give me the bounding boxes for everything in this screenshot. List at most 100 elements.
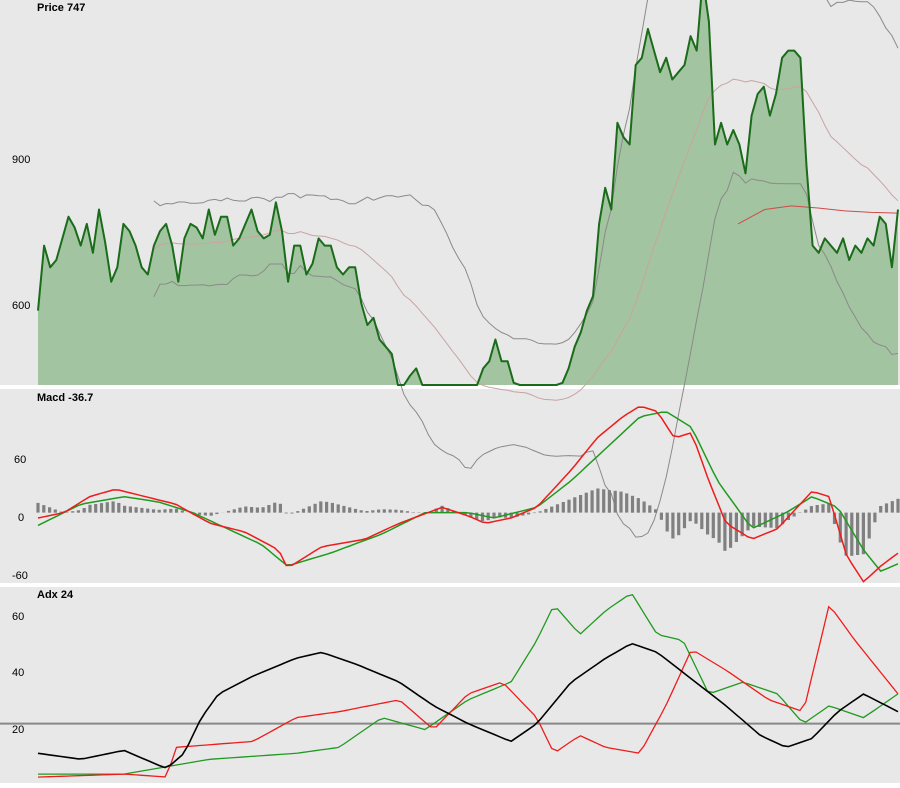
- histogram-bar: [77, 510, 80, 512]
- histogram-bar: [671, 513, 674, 539]
- histogram-bar: [169, 509, 172, 513]
- histogram-bar: [83, 508, 86, 513]
- histogram-bar: [140, 508, 143, 513]
- histogram-bar: [106, 502, 109, 512]
- histogram-bar: [383, 509, 386, 512]
- histogram-bar: [290, 513, 293, 514]
- histogram-bar: [677, 513, 680, 536]
- histogram-bar: [94, 504, 97, 513]
- histogram-bar: [556, 504, 559, 512]
- histogram-bar: [175, 509, 178, 513]
- histogram-bar: [631, 496, 634, 513]
- histogram-bar: [885, 503, 888, 512]
- histogram-bar: [643, 502, 646, 513]
- histogram-bar: [735, 513, 738, 542]
- histogram-bar: [129, 507, 132, 513]
- histogram-bar: [637, 498, 640, 513]
- histogram-bar: [244, 507, 247, 513]
- histogram-bar: [706, 513, 709, 535]
- histogram-bar: [567, 500, 570, 513]
- macd-tick-label: 0: [18, 512, 24, 524]
- histogram-bar: [406, 511, 409, 513]
- histogram-bar: [233, 509, 236, 512]
- histogram-bar: [527, 513, 530, 515]
- histogram-bar: [123, 506, 126, 513]
- histogram-bar: [596, 489, 599, 513]
- price-tick-label: 900: [12, 154, 30, 166]
- histogram-bar: [296, 511, 299, 513]
- histogram-bar: [585, 493, 588, 513]
- histogram-bar: [250, 507, 253, 513]
- histogram-bar: [492, 513, 495, 518]
- histogram-bar: [533, 513, 536, 514]
- histogram-bar: [412, 512, 415, 513]
- histogram-bar: [764, 513, 767, 528]
- histogram-bar: [660, 513, 663, 520]
- histogram-bar: [608, 490, 611, 513]
- histogram-bar: [614, 491, 617, 513]
- histogram-bar: [394, 510, 397, 513]
- histogram-bar: [360, 510, 363, 512]
- histogram-bar: [550, 507, 553, 513]
- histogram-bar: [54, 510, 57, 513]
- price-tick-label: 600: [12, 300, 30, 312]
- histogram-bar: [666, 513, 669, 532]
- histogram-bar: [544, 509, 547, 513]
- histogram-bar: [267, 505, 270, 513]
- histogram-bar: [181, 511, 184, 513]
- histogram-bar: [348, 507, 351, 512]
- histogram-bar: [88, 505, 91, 513]
- histogram-bar: [729, 513, 732, 548]
- histogram-bar: [158, 510, 161, 513]
- adx-tick-label: 20: [12, 724, 24, 736]
- histogram-bar: [331, 503, 334, 513]
- histogram-bar: [100, 503, 103, 512]
- histogram-bar: [712, 513, 715, 539]
- histogram-bar: [804, 510, 807, 513]
- histogram-bar: [891, 501, 894, 512]
- histogram-bar: [896, 499, 899, 513]
- histogram-bar: [539, 511, 542, 512]
- histogram-bar: [602, 489, 605, 512]
- histogram-bar: [215, 513, 218, 515]
- histogram-bar: [879, 506, 882, 513]
- macd-tick-label: 60: [14, 454, 26, 466]
- histogram-bar: [389, 510, 392, 513]
- histogram-bar: [752, 513, 755, 527]
- adx-title: Adx 24: [37, 589, 74, 601]
- histogram-bar: [42, 505, 45, 512]
- histogram-bar: [371, 510, 374, 512]
- histogram-bar: [146, 509, 149, 513]
- histogram-bar: [400, 510, 403, 512]
- histogram-bar: [365, 511, 368, 513]
- histogram-bar: [48, 507, 51, 512]
- histogram-bar: [868, 513, 871, 539]
- histogram-bar: [591, 490, 594, 512]
- histogram-bar: [227, 511, 230, 513]
- histogram-bar: [325, 502, 328, 513]
- histogram-bar: [793, 513, 796, 517]
- histogram-bar: [810, 506, 813, 513]
- histogram-bar: [354, 509, 357, 513]
- histogram-bar: [204, 513, 207, 516]
- histogram-bar: [152, 509, 155, 512]
- histogram-bar: [285, 513, 288, 514]
- histogram-bar: [337, 504, 340, 512]
- histogram-bar: [700, 513, 703, 530]
- histogram-bar: [625, 493, 628, 512]
- histogram-bar: [816, 505, 819, 513]
- macd-tick-label: -60: [12, 570, 28, 582]
- macd-title: Macd -36.7: [37, 392, 93, 404]
- histogram-bar: [256, 508, 259, 513]
- histogram-bar: [36, 503, 39, 513]
- histogram-bar: [821, 504, 824, 512]
- histogram-bar: [163, 509, 166, 512]
- histogram-bar: [71, 511, 74, 512]
- histogram-bar: [302, 509, 305, 513]
- histogram-bar: [279, 504, 282, 513]
- histogram-bar: [775, 513, 778, 529]
- histogram-bar: [619, 492, 622, 513]
- histogram-bar: [856, 513, 859, 555]
- histogram-bar: [683, 513, 686, 529]
